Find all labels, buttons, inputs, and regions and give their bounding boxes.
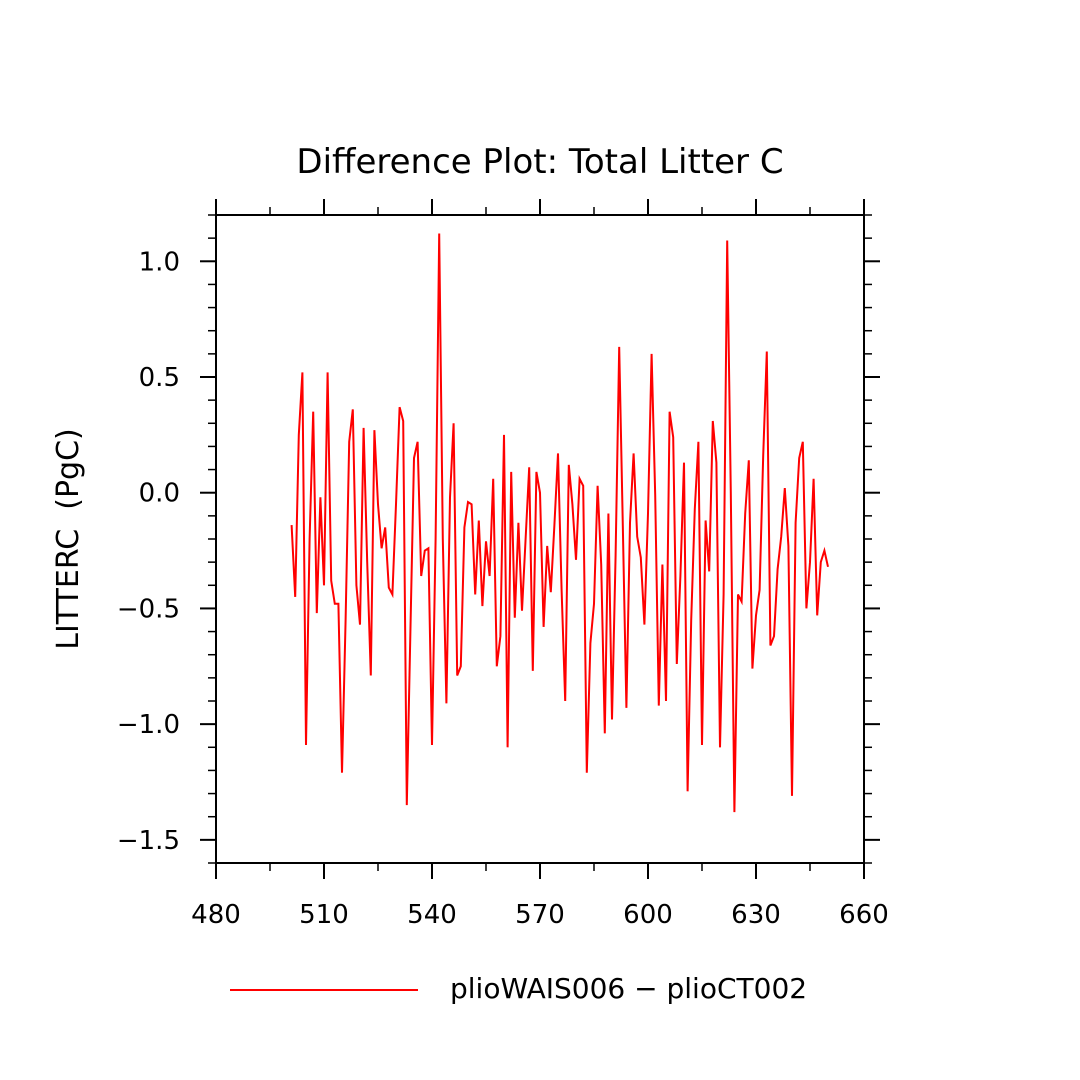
x-tick-label: 600 — [623, 900, 673, 930]
plot-area-frame — [215, 214, 865, 864]
y-axis-label: LITTERC (PgC) — [51, 428, 86, 650]
y-tick-label: 1.0 — [139, 247, 180, 277]
x-tick-label: 660 — [839, 900, 889, 930]
x-tick-label: 510 — [299, 900, 349, 930]
y-axis: −1.5 −1.0 −0.5 0.0 0.5 1.0 — [117, 214, 880, 864]
x-tick-label: 480 — [191, 900, 241, 930]
x-tick-label: 630 — [731, 900, 781, 930]
y-tick-label: −0.5 — [117, 594, 180, 624]
y-tick-label: −1.0 — [117, 710, 180, 740]
y-tick-label: 0.5 — [139, 363, 180, 393]
x-tick-label: 540 — [407, 900, 457, 930]
y-tick-label: 0.0 — [139, 479, 180, 509]
y-tick-label: −1.5 — [117, 826, 180, 856]
series-line — [290, 233, 829, 813]
legend-label: plioWAIS006 − plioCT002 — [450, 972, 807, 1005]
chart-title: Difference Plot: Total Litter C — [296, 142, 783, 182]
x-tick-label: 570 — [515, 900, 565, 930]
x-axis: 480 510 540 570 600 630 660 — [191, 199, 889, 930]
legend: plioWAIS006 − plioCT002 — [230, 972, 807, 1005]
